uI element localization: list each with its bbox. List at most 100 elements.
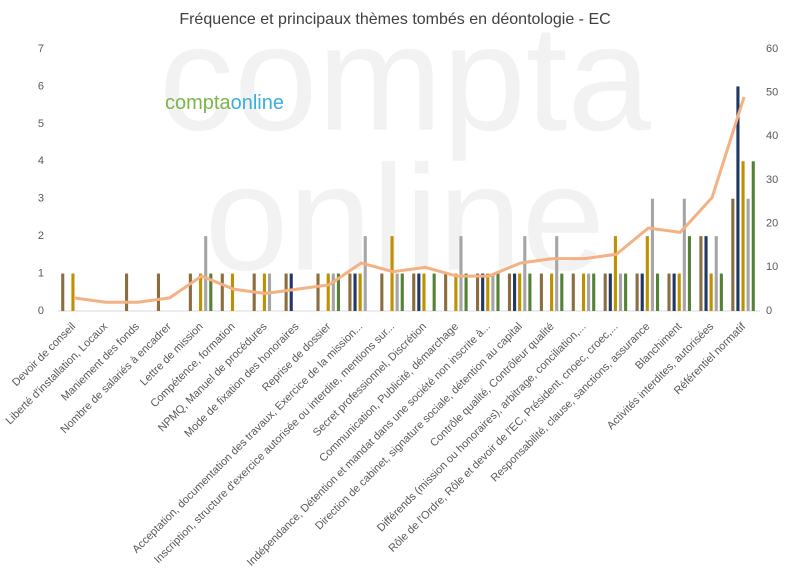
bar [289, 273, 293, 311]
bar [581, 273, 586, 311]
bar [731, 198, 735, 311]
y-tick-label: 3 [38, 193, 44, 205]
bar [528, 273, 532, 311]
logo-part: online [231, 92, 284, 114]
bar [687, 236, 691, 311]
x-tick-label: Différends (mission ou honoraires), arbi… [375, 321, 589, 535]
bar [645, 236, 649, 311]
bar [587, 273, 591, 311]
bar [682, 198, 686, 311]
bar [592, 273, 596, 311]
bar [603, 273, 607, 311]
x-tick-label: Mode de fixation des honoraires [182, 320, 302, 440]
bar [348, 273, 352, 311]
bar [331, 273, 335, 311]
bar [220, 273, 224, 311]
y-tick-label: 0 [38, 305, 44, 317]
bar [704, 236, 708, 311]
y-tick-label: 1 [38, 267, 44, 279]
bar [336, 273, 340, 311]
bar [714, 236, 718, 311]
bar [353, 273, 357, 311]
y-tick-label: 6 [38, 80, 44, 92]
bar [667, 273, 671, 311]
chart-title: Fréquence et principaux thèmes tombés en… [179, 11, 610, 28]
y2-tick-label: 60 [766, 43, 778, 55]
logo: comptaonline [165, 92, 284, 114]
bar [209, 273, 213, 311]
bar [486, 273, 490, 311]
bar [677, 273, 681, 311]
bar [672, 273, 676, 311]
bar [432, 273, 436, 311]
y-tick-label: 2 [38, 230, 44, 242]
bar [550, 273, 554, 311]
bar [624, 273, 628, 311]
bar [699, 236, 703, 311]
bar [751, 161, 755, 311]
bar [640, 273, 644, 311]
bar [199, 273, 203, 311]
bar [156, 273, 161, 311]
bar [230, 273, 235, 311]
bar [491, 273, 495, 311]
bar [380, 273, 384, 311]
bar [422, 273, 426, 311]
bar [358, 273, 362, 311]
bar [316, 273, 320, 311]
bar [71, 273, 75, 311]
y2-tick-label: 50 [766, 87, 778, 99]
watermark: online [205, 134, 605, 302]
y2-tick-label: 10 [766, 261, 778, 273]
y-tick-label: 5 [38, 118, 44, 130]
bar [613, 236, 617, 311]
bar [709, 273, 713, 311]
bar [523, 236, 527, 311]
bar [507, 273, 512, 311]
bar [125, 273, 129, 311]
bar [608, 273, 612, 311]
bar [741, 161, 745, 311]
bar [61, 273, 65, 311]
y-tick-label: 7 [38, 43, 44, 55]
bar [390, 236, 394, 311]
y2-tick-label: 40 [766, 130, 778, 142]
bar [560, 273, 564, 311]
bar [635, 273, 639, 311]
bar [326, 273, 330, 311]
bar [513, 273, 517, 311]
bar [476, 273, 480, 311]
bar [412, 273, 416, 311]
x-tick-label: Direction de cabinet, signature sociale,… [313, 321, 525, 533]
bar [719, 273, 723, 311]
bar [650, 198, 654, 311]
bar [746, 198, 750, 311]
bar [400, 273, 404, 311]
logo-part: compta [165, 92, 231, 114]
y2-tick-label: 30 [766, 174, 778, 186]
bar [417, 273, 421, 311]
bar [363, 236, 367, 311]
bar [555, 236, 559, 311]
bar [496, 273, 500, 311]
y2-tick-label: 0 [766, 305, 772, 317]
line [73, 96, 746, 304]
bar [481, 273, 485, 311]
x-tick-label: Inscription, structure d'exercice autori… [152, 321, 397, 566]
bar [464, 273, 468, 311]
bar [188, 273, 192, 311]
watermark: compta [159, 0, 651, 162]
bar [571, 273, 575, 311]
y2-tick-label: 20 [766, 218, 778, 230]
y-tick-label: 4 [38, 155, 44, 167]
bar [284, 273, 288, 311]
bar [454, 273, 458, 311]
bar [444, 273, 448, 311]
bar [204, 236, 208, 311]
bar [736, 86, 740, 311]
bar [395, 273, 399, 311]
bar [655, 273, 660, 311]
bar [539, 273, 543, 311]
bar [518, 273, 522, 311]
